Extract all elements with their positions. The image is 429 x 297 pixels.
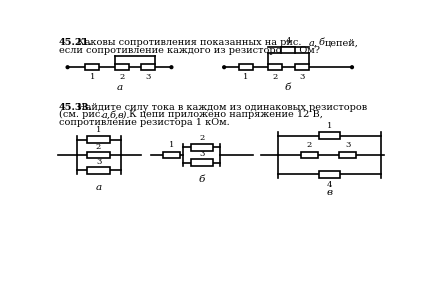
Text: Найдите силу тока в каждом из одинаковых резисторов: Найдите силу тока в каждом из одинаковых… bbox=[77, 103, 367, 112]
Text: 3: 3 bbox=[345, 141, 350, 149]
Text: К цепи приложено напряжение 12 В,: К цепи приложено напряжение 12 В, bbox=[129, 110, 323, 119]
Text: (см. рис.: (см. рис. bbox=[59, 110, 103, 119]
Bar bbox=[191, 159, 212, 166]
Text: 1: 1 bbox=[169, 141, 174, 149]
Bar bbox=[85, 64, 100, 70]
Text: 2: 2 bbox=[199, 134, 204, 141]
Bar bbox=[320, 171, 340, 178]
Text: цепей,: цепей, bbox=[325, 38, 359, 47]
Bar bbox=[281, 48, 296, 53]
Bar bbox=[295, 64, 308, 70]
Text: б: б bbox=[319, 38, 325, 47]
Text: если сопротивление каждого из резисторов 1 Ом?: если сопротивление каждого из резисторов… bbox=[59, 46, 320, 55]
Text: 1: 1 bbox=[243, 73, 248, 81]
Bar bbox=[268, 64, 282, 70]
Text: 2: 2 bbox=[96, 143, 101, 151]
Text: сопротивление резистора 1 кОм.: сопротивление резистора 1 кОм. bbox=[59, 118, 230, 127]
Text: Каковы сопротивления показанных на рис.: Каковы сопротивления показанных на рис. bbox=[77, 38, 302, 47]
Text: 1: 1 bbox=[90, 73, 95, 81]
Bar bbox=[141, 64, 155, 70]
Bar bbox=[87, 167, 110, 174]
Text: б,: б, bbox=[109, 110, 118, 119]
Text: 2: 2 bbox=[273, 73, 278, 81]
Text: 45.21.: 45.21. bbox=[59, 38, 93, 47]
Text: 3: 3 bbox=[145, 73, 151, 81]
Text: а,: а, bbox=[309, 38, 318, 47]
Text: 45.33.: 45.33. bbox=[59, 103, 93, 112]
Text: а,: а, bbox=[102, 110, 111, 119]
Text: а: а bbox=[96, 183, 102, 192]
Text: 2: 2 bbox=[306, 141, 312, 149]
Bar bbox=[239, 64, 253, 70]
Text: б: б bbox=[285, 83, 291, 92]
Text: 1: 1 bbox=[327, 122, 332, 130]
Text: в: в bbox=[326, 189, 332, 198]
Bar bbox=[87, 136, 110, 143]
Text: а: а bbox=[116, 83, 123, 92]
Circle shape bbox=[350, 66, 353, 69]
Text: 3: 3 bbox=[199, 151, 204, 159]
Text: б: б bbox=[199, 176, 205, 184]
Text: 3: 3 bbox=[299, 73, 304, 81]
Text: 3: 3 bbox=[96, 158, 101, 166]
Text: 4: 4 bbox=[327, 181, 332, 189]
Circle shape bbox=[66, 66, 69, 69]
Bar bbox=[191, 144, 212, 151]
Bar bbox=[87, 151, 110, 159]
Bar bbox=[339, 151, 356, 159]
Text: 2: 2 bbox=[119, 73, 124, 81]
Bar bbox=[320, 132, 340, 139]
Circle shape bbox=[223, 66, 226, 69]
Circle shape bbox=[170, 66, 173, 69]
Bar bbox=[115, 64, 129, 70]
Text: в).: в). bbox=[117, 110, 130, 119]
Text: 4: 4 bbox=[286, 37, 291, 45]
Text: 1: 1 bbox=[96, 126, 101, 134]
Bar bbox=[301, 151, 317, 159]
Bar bbox=[163, 151, 180, 159]
